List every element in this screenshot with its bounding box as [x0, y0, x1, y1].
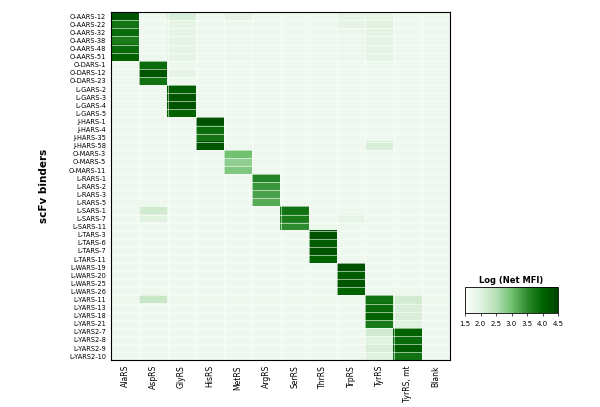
Y-axis label: scFv binders: scFv binders	[40, 149, 49, 223]
Title: Log (Net MFI): Log (Net MFI)	[479, 276, 544, 285]
